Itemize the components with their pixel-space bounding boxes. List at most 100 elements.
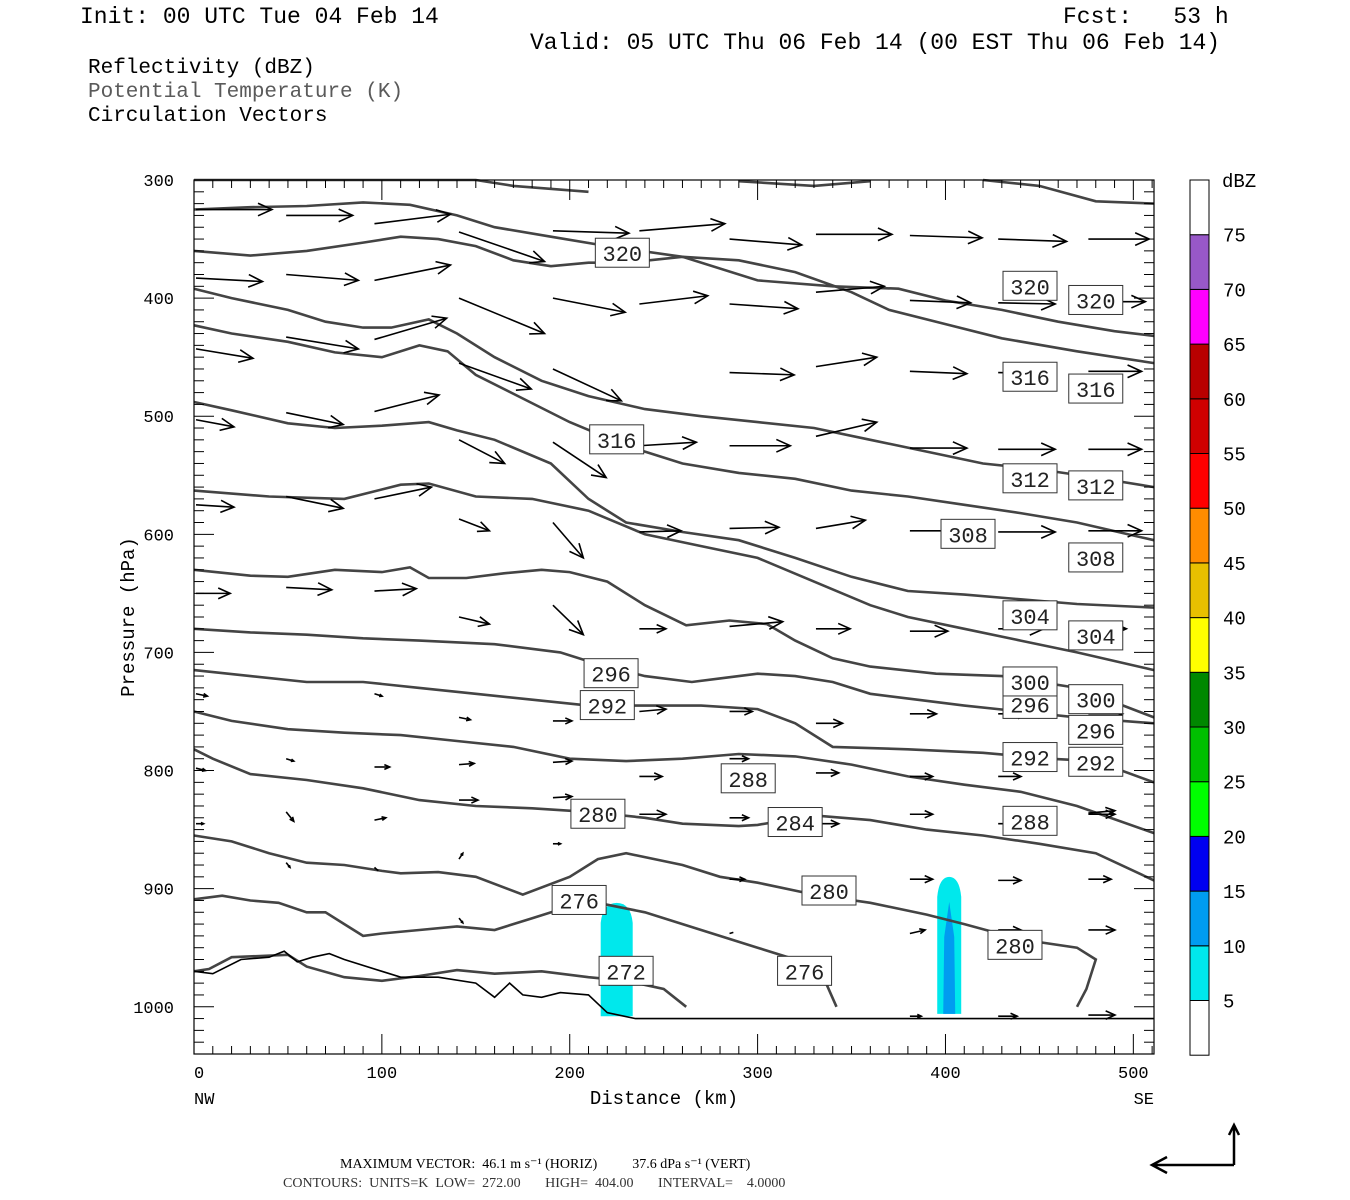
vector-head xyxy=(477,616,492,628)
circulation-vector xyxy=(909,772,935,781)
circulation-vector xyxy=(374,693,384,698)
colorbar-label: 75 xyxy=(1223,226,1246,248)
vector-shaft xyxy=(639,222,725,232)
contour-label-box xyxy=(720,763,776,794)
colorbar-label: 35 xyxy=(1223,663,1246,685)
vector-head xyxy=(692,290,710,305)
circulation-vector xyxy=(729,520,781,535)
contour-label-box xyxy=(589,424,645,455)
terrain-line xyxy=(193,950,1154,1020)
contour-label-text: 288 xyxy=(1010,811,1050,836)
vector-shaft xyxy=(909,299,971,304)
contour-label-280: 280 xyxy=(801,875,857,906)
circulation-vector xyxy=(458,439,507,465)
vector-head xyxy=(783,300,800,315)
vector-head xyxy=(787,236,804,251)
circulation-vector xyxy=(374,391,441,413)
vector-head xyxy=(1105,809,1117,820)
circulation-vector xyxy=(552,604,585,637)
contour-label-292: 292 xyxy=(1068,746,1124,777)
circulation-vector xyxy=(458,760,477,767)
circulation-vector xyxy=(286,582,334,597)
circulation-vector xyxy=(458,362,534,392)
vector-head xyxy=(423,391,441,406)
circulation-vector xyxy=(458,518,492,533)
circulation-vector xyxy=(909,441,969,456)
circulation-vector xyxy=(552,841,563,846)
colorbar-label: 70 xyxy=(1223,280,1246,302)
vector-shaft xyxy=(552,604,584,636)
circulation-vector xyxy=(998,876,1023,885)
vector-head xyxy=(460,851,464,857)
vector-head xyxy=(877,227,894,242)
colorbar-label: 15 xyxy=(1223,882,1246,904)
vector-head xyxy=(1012,772,1023,781)
vector-shaft xyxy=(286,273,359,282)
circulation-vector xyxy=(1088,925,1117,935)
x-tick-label: 100 xyxy=(367,1065,398,1084)
contour-label-text: 272 xyxy=(606,961,646,986)
circulation-vector xyxy=(552,225,631,240)
vector-head xyxy=(257,202,274,217)
vector-head xyxy=(614,225,631,240)
vector-shaft xyxy=(998,238,1067,243)
theta-contour-316 xyxy=(193,287,1155,489)
contour-label-box xyxy=(1068,470,1124,501)
contour-label-text: 276 xyxy=(559,890,599,915)
vector-head xyxy=(967,230,985,245)
contour-label-text: 296 xyxy=(591,664,631,689)
vector-head xyxy=(489,450,507,465)
theta-contour-328 xyxy=(194,178,589,194)
y-tick-label: 500 xyxy=(143,409,174,428)
vector-head xyxy=(653,772,665,781)
vector-shaft xyxy=(639,708,667,713)
y-axis-title: Pressure (hPa) xyxy=(118,537,140,697)
circulation-vector xyxy=(909,874,935,884)
circulation-vector xyxy=(639,623,668,634)
circulation-vector xyxy=(458,851,464,860)
circulation-vector xyxy=(195,348,255,364)
vector-shaft xyxy=(552,297,626,314)
circulation-vector xyxy=(458,716,473,722)
circulation-vector xyxy=(909,928,927,935)
vector-head xyxy=(569,542,585,560)
circulation-vector xyxy=(374,763,392,771)
vector-shaft xyxy=(458,439,505,465)
contour-label-box xyxy=(1002,270,1058,301)
circulation-vector xyxy=(815,515,868,530)
contour-label-296: 296 xyxy=(1068,714,1124,745)
circulation-vector xyxy=(729,236,804,251)
vector-head xyxy=(237,349,255,364)
max-vector-info: MAXIMUM VECTOR: 46.1 m s⁻¹ (HORIZ) 37.6 … xyxy=(340,1157,751,1172)
circulation-vector xyxy=(196,821,206,826)
contour-label-box xyxy=(1068,684,1124,715)
vector-head xyxy=(460,920,465,925)
circulation-vector xyxy=(552,368,624,402)
colorbar-title: dBZ xyxy=(1222,171,1256,193)
vector-head xyxy=(557,841,563,846)
vector-head xyxy=(435,260,453,275)
contour-label-288: 288 xyxy=(1002,805,1058,836)
vector-shaft xyxy=(458,362,532,390)
y-tick-label: 400 xyxy=(143,291,174,310)
vector-shaft xyxy=(639,441,697,447)
theta-contour-304 xyxy=(193,482,1155,672)
colorbar-segment xyxy=(1189,945,1210,1001)
theta-contour-324 xyxy=(193,201,1155,338)
circulation-vector xyxy=(285,862,292,869)
circulation-vector xyxy=(909,230,985,245)
circulation-vector xyxy=(729,438,793,453)
vector-shaft xyxy=(998,302,1056,305)
vector-head xyxy=(779,367,797,382)
colorbar-segment xyxy=(1189,343,1210,400)
reflectivity-layer xyxy=(600,876,962,1017)
vector-head xyxy=(564,793,574,801)
colorbar-label: 45 xyxy=(1223,554,1246,576)
vector-shaft xyxy=(374,317,447,341)
vector-head xyxy=(681,436,699,451)
contour-label-text: 304 xyxy=(1010,606,1050,631)
contour-label-box xyxy=(583,658,639,689)
vector-head xyxy=(861,352,879,367)
vector-head xyxy=(952,366,969,381)
